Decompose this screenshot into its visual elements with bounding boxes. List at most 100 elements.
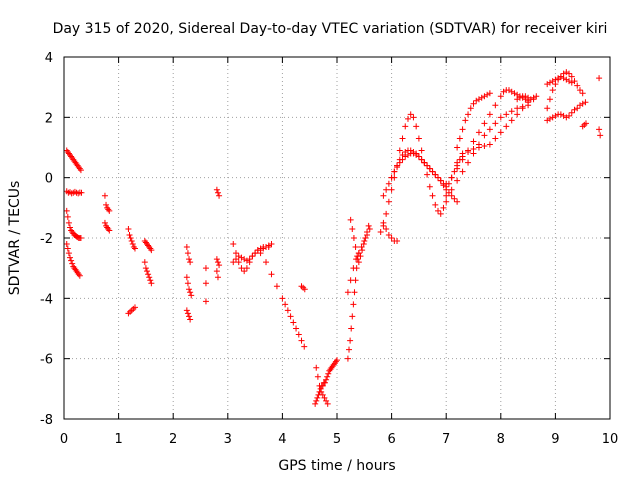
series-seg-j [141,259,155,287]
y-tick-label: 4 [45,51,53,66]
y-tick-label: -8 [40,413,53,428]
series-seg-ad [454,90,493,151]
data-point [65,250,72,257]
data-point [241,256,248,263]
data-point [475,96,482,103]
data-point [407,147,414,154]
data-point [186,256,193,263]
data-point [148,247,155,254]
data-point [347,337,354,344]
data-point [321,379,328,386]
data-point [514,96,521,103]
data-point [465,149,472,156]
series-seg-al [579,120,589,130]
data-point [418,147,425,154]
data-point [557,111,564,118]
data-point [566,78,573,85]
data-point [350,265,357,272]
data-point [508,108,515,115]
data-point [202,265,209,272]
data-point [388,174,395,181]
data-point [232,250,239,257]
x-tick-label: 5 [333,432,341,447]
series-seg-v [313,364,331,407]
data-point [410,149,417,156]
data-point [426,165,433,172]
data-point [125,225,132,232]
series-seg-ah [514,93,540,103]
series-seg-g [125,225,138,252]
data-point [357,253,364,260]
data-point [396,147,403,154]
data-point [445,189,452,196]
data-point [424,171,431,178]
data-point [127,235,134,241]
data-point [514,111,521,118]
data-point [437,177,444,184]
series-seg-k [183,244,194,266]
data-point [399,135,406,142]
data-point [358,244,365,251]
data-point [147,277,154,284]
y-tick-label: 2 [45,111,53,126]
data-point [77,167,84,174]
data-point [351,289,358,296]
data-point [202,298,209,305]
data-point [579,90,586,97]
data-point [527,96,534,103]
data-point [481,132,488,139]
data-point [235,259,242,266]
data-point [385,198,392,205]
data-point [486,126,493,133]
data-point [268,271,275,278]
data-point [410,114,417,121]
data-point [126,231,133,238]
data-point [448,186,455,193]
data-point [508,117,515,124]
data-point [324,400,331,407]
data-point [519,105,526,112]
data-point [571,78,578,85]
data-point [415,135,422,142]
data-point [314,373,321,380]
chart-title: Day 315 of 2020, Sidereal Day-to-day VTE… [53,21,608,37]
data-point [313,397,320,404]
data-point [63,241,70,248]
data-point [344,289,351,296]
data-point [350,235,357,241]
data-point [282,301,289,308]
data-point [462,117,469,124]
data-point [232,256,239,263]
data-point [334,357,340,364]
data-point [65,219,72,226]
data-point [287,313,294,320]
data-point [295,331,302,338]
data-point [188,292,195,299]
data-point [365,222,372,229]
data-point [574,82,581,89]
data-point [505,87,512,94]
series-seg-y [347,216,372,266]
data-point [316,382,323,389]
data-point [301,343,308,350]
data-point [549,114,556,121]
data-point [546,96,553,103]
data-point [492,135,499,142]
data-point [557,73,564,80]
data-point [407,111,414,118]
data-point [216,262,223,269]
series-seg-z [377,111,450,235]
data-point [249,253,256,260]
data-point [467,105,474,112]
x-tick-label: 6 [387,432,395,447]
grid [64,57,610,419]
data-point [257,250,264,257]
data-point [596,126,603,133]
data-point [148,280,155,287]
data-point [314,394,321,401]
x-tick-label: 0 [60,432,68,447]
data-point [353,256,360,263]
data-point [243,265,250,272]
data-point [323,397,330,404]
data-point [418,156,425,163]
